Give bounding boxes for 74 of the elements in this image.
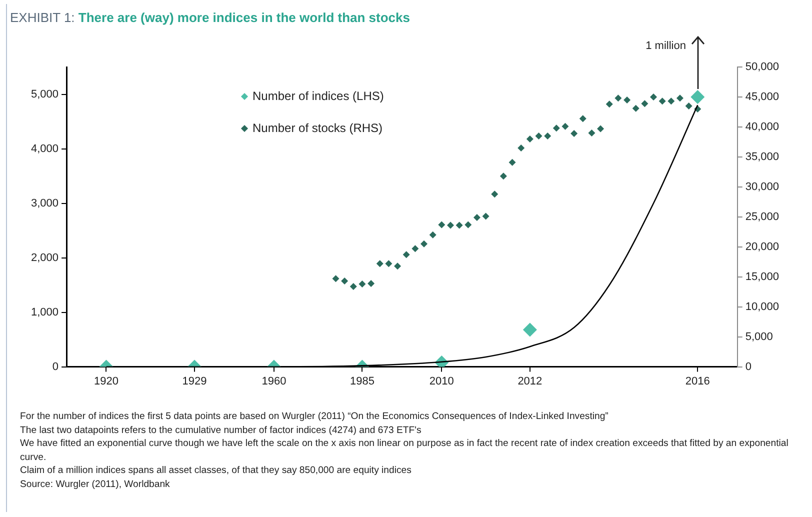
point: [597, 125, 604, 132]
y2-tick-label: 0: [745, 360, 752, 373]
point: [544, 132, 552, 140]
y2-tick-label: 50,000: [745, 61, 780, 74]
point: [376, 260, 384, 268]
point: [518, 144, 525, 152]
point: [358, 280, 366, 288]
text: We have fitted an exponential curve though we have left the scale on the x axis non linear on purpose as in fact the recent rate of index creation exceeds that fitted by an exponential curve.: [20, 437, 790, 464]
x-tick-label: 2016: [685, 375, 710, 388]
point: [500, 172, 507, 180]
x-tick-label: 1929: [182, 375, 207, 388]
point: [456, 222, 463, 229]
text: The last two datapoints refers to the cumulative number of factor indices (4274) and 673 ETF's: [20, 424, 422, 437]
y2-tick-label: 40,000: [745, 120, 780, 133]
point: [526, 135, 534, 142]
y2-tick-label: 5,000: [745, 330, 773, 343]
y-tick-label: 4,000: [30, 142, 59, 155]
point: [368, 280, 375, 287]
point: [446, 222, 454, 229]
y2-tick-label: 35,000: [745, 150, 780, 163]
point: [350, 282, 357, 290]
point: [464, 221, 472, 228]
y2-tick-label: 20,000: [745, 240, 780, 253]
x-tick-label: 1960: [262, 375, 286, 388]
x-tick-label: 2012: [518, 375, 542, 388]
source-note: Source: Wurgler (2011), Worldbank: [20, 478, 171, 491]
y-tick-label: 0: [52, 360, 59, 373]
point: [341, 278, 348, 285]
point: [420, 240, 428, 248]
point: [385, 260, 392, 268]
x-tick-label: 2010: [429, 375, 454, 388]
point: [438, 221, 446, 228]
y-tick-label: 3,000: [30, 197, 59, 210]
y-tick-label: 1,000: [30, 306, 59, 318]
point: [508, 158, 516, 166]
y2-tick-label: 10,000: [745, 300, 780, 313]
point: [570, 130, 578, 138]
point: [402, 251, 410, 258]
point: [588, 129, 596, 136]
point: [473, 214, 480, 221]
point: [632, 104, 640, 112]
point: [562, 122, 569, 130]
legend-label: Number of stocks (RHS): [252, 121, 383, 135]
legend-label: Number of indices (LHS): [252, 89, 384, 103]
point: [658, 98, 666, 105]
point: [668, 98, 675, 105]
point: [552, 124, 560, 132]
y-tick-label: 2,000: [30, 252, 59, 264]
y2-tick-label: 15,000: [745, 270, 780, 283]
point: [676, 94, 684, 102]
x-tick-label: 1985: [350, 375, 374, 388]
point: [614, 94, 622, 102]
point: [491, 190, 498, 198]
x-tick-label: 1920: [94, 375, 118, 388]
point: [685, 102, 692, 110]
y2-tick-label: 45,000: [745, 91, 780, 104]
y2-tick-label: 30,000: [745, 180, 780, 193]
point: [482, 212, 490, 220]
point: [579, 115, 586, 122]
chart-title: EXHIBIT 1: There are (way) more indices in the world than stocks: [10, 10, 410, 25]
point: [412, 245, 419, 252]
point: [535, 132, 542, 140]
point: [429, 231, 436, 238]
point: [641, 100, 648, 108]
y-tick-label: 5,000: [30, 88, 59, 100]
y2-tick-label: 25,000: [745, 210, 780, 223]
annotation: 1 million: [646, 40, 686, 52]
point: [650, 93, 657, 100]
point: [332, 275, 340, 282]
text: Claim of a million indices spans all asset classes, of that they say 850,000 are equity indices: [20, 464, 412, 478]
point: [624, 96, 631, 104]
point: [394, 262, 402, 270]
text: For the number of indices the first 5 data points are based on Wurgler (2011) “On the Economics Consequences of Index-Linked Investing”: [20, 410, 610, 424]
point: [606, 100, 613, 108]
